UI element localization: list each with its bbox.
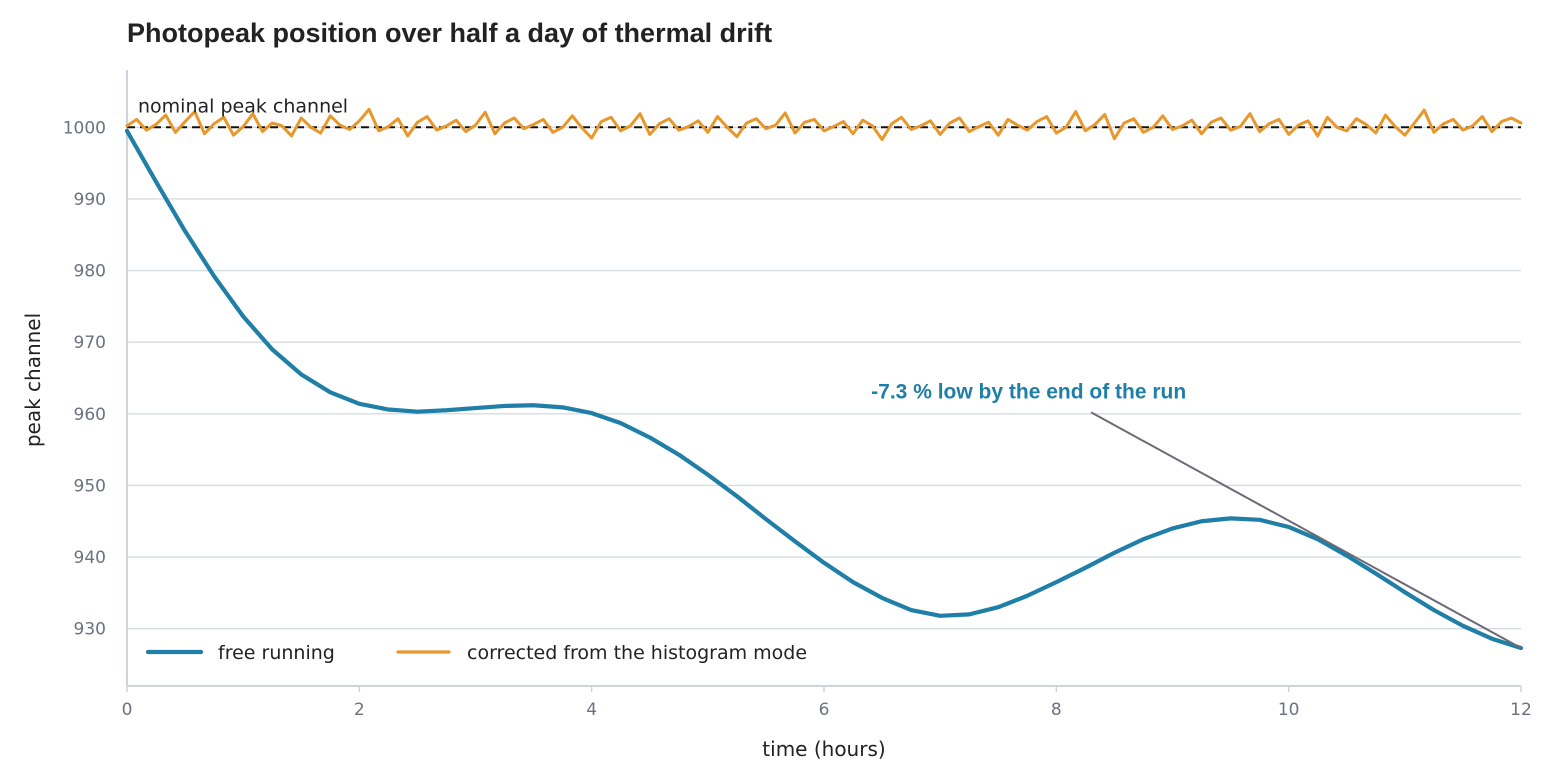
- series-lines: [124, 107, 1524, 651]
- annotations: nominal peak channel -7.3 % low by the en…: [138, 95, 1522, 649]
- x-tick-label: 8: [1051, 700, 1062, 720]
- y-tick-label: 940: [74, 548, 106, 568]
- x-tick-label: 2: [354, 700, 365, 720]
- x-tick-label: 12: [1510, 700, 1532, 720]
- y-axis-label: peak channel: [21, 313, 45, 447]
- y-tick-label: 1000: [63, 118, 106, 138]
- y-tick-label: 990: [74, 190, 106, 210]
- annotation-arrow: [1090, 411, 1522, 649]
- chart-title: Photopeak position over half a day of th…: [127, 18, 772, 48]
- y-tick-label: 950: [74, 476, 106, 496]
- axes: 930 940 950 960 970 980 990 1000 0 2 4 6 8 10 12: [63, 70, 1532, 720]
- grid-lines: [127, 126, 1521, 630]
- y-tick-label: 960: [74, 405, 106, 425]
- y-tick-label: 930: [74, 620, 106, 640]
- legend: free running corrected from the histogram…: [145, 642, 807, 664]
- annotation-text: -7.3 % low by the end of the run: [871, 380, 1186, 403]
- x-tick-label: 4: [586, 700, 597, 720]
- legend-label-corrected: corrected from the histogram mode: [467, 642, 807, 664]
- x-tick-label: 6: [819, 700, 830, 720]
- reference-line-label: nominal peak channel: [138, 95, 348, 117]
- series-line-corrected: [125, 107, 1523, 141]
- legend-label-free-running: free running: [218, 642, 335, 664]
- x-axis-label: time (hours): [762, 737, 885, 761]
- x-tick-label: 0: [122, 700, 133, 720]
- y-tick-label: 980: [74, 262, 106, 282]
- y-tick-label: 970: [74, 333, 106, 353]
- x-tick-label: 10: [1278, 700, 1300, 720]
- series-line-free-running: [124, 128, 1524, 651]
